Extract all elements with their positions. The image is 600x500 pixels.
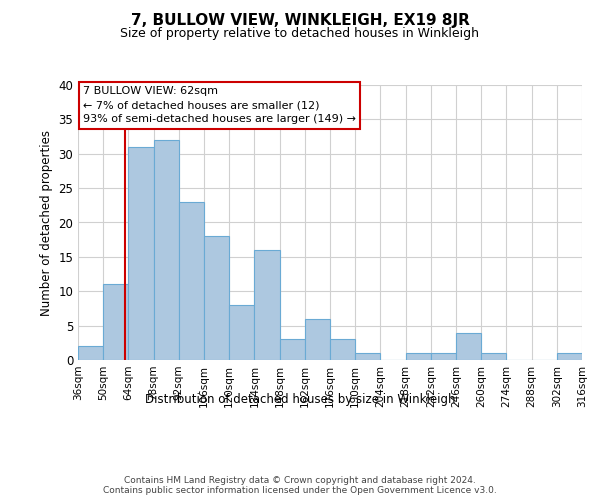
Bar: [128, 147, 154, 360]
Bar: [355, 353, 380, 360]
Text: 7, BULLOW VIEW, WINKLEIGH, EX19 8JR: 7, BULLOW VIEW, WINKLEIGH, EX19 8JR: [131, 12, 469, 28]
Y-axis label: Number of detached properties: Number of detached properties: [40, 130, 53, 316]
Bar: [406, 353, 431, 360]
Bar: [154, 140, 179, 360]
Text: 7 BULLOW VIEW: 62sqm
← 7% of detached houses are smaller (12)
93% of semi-detach: 7 BULLOW VIEW: 62sqm ← 7% of detached ho…: [83, 86, 356, 124]
Bar: [557, 353, 582, 360]
Text: Size of property relative to detached houses in Winkleigh: Size of property relative to detached ho…: [121, 28, 479, 40]
Bar: [204, 236, 229, 360]
Bar: [103, 284, 128, 360]
Bar: [229, 305, 254, 360]
Bar: [254, 250, 280, 360]
Bar: [481, 353, 506, 360]
Bar: [330, 340, 355, 360]
Bar: [280, 340, 305, 360]
Bar: [179, 202, 204, 360]
Text: Distribution of detached houses by size in Winkleigh: Distribution of detached houses by size …: [145, 392, 455, 406]
Bar: [78, 346, 103, 360]
Text: Contains HM Land Registry data © Crown copyright and database right 2024.
Contai: Contains HM Land Registry data © Crown c…: [103, 476, 497, 495]
Bar: [456, 332, 481, 360]
Bar: [431, 353, 456, 360]
Bar: [305, 319, 330, 360]
